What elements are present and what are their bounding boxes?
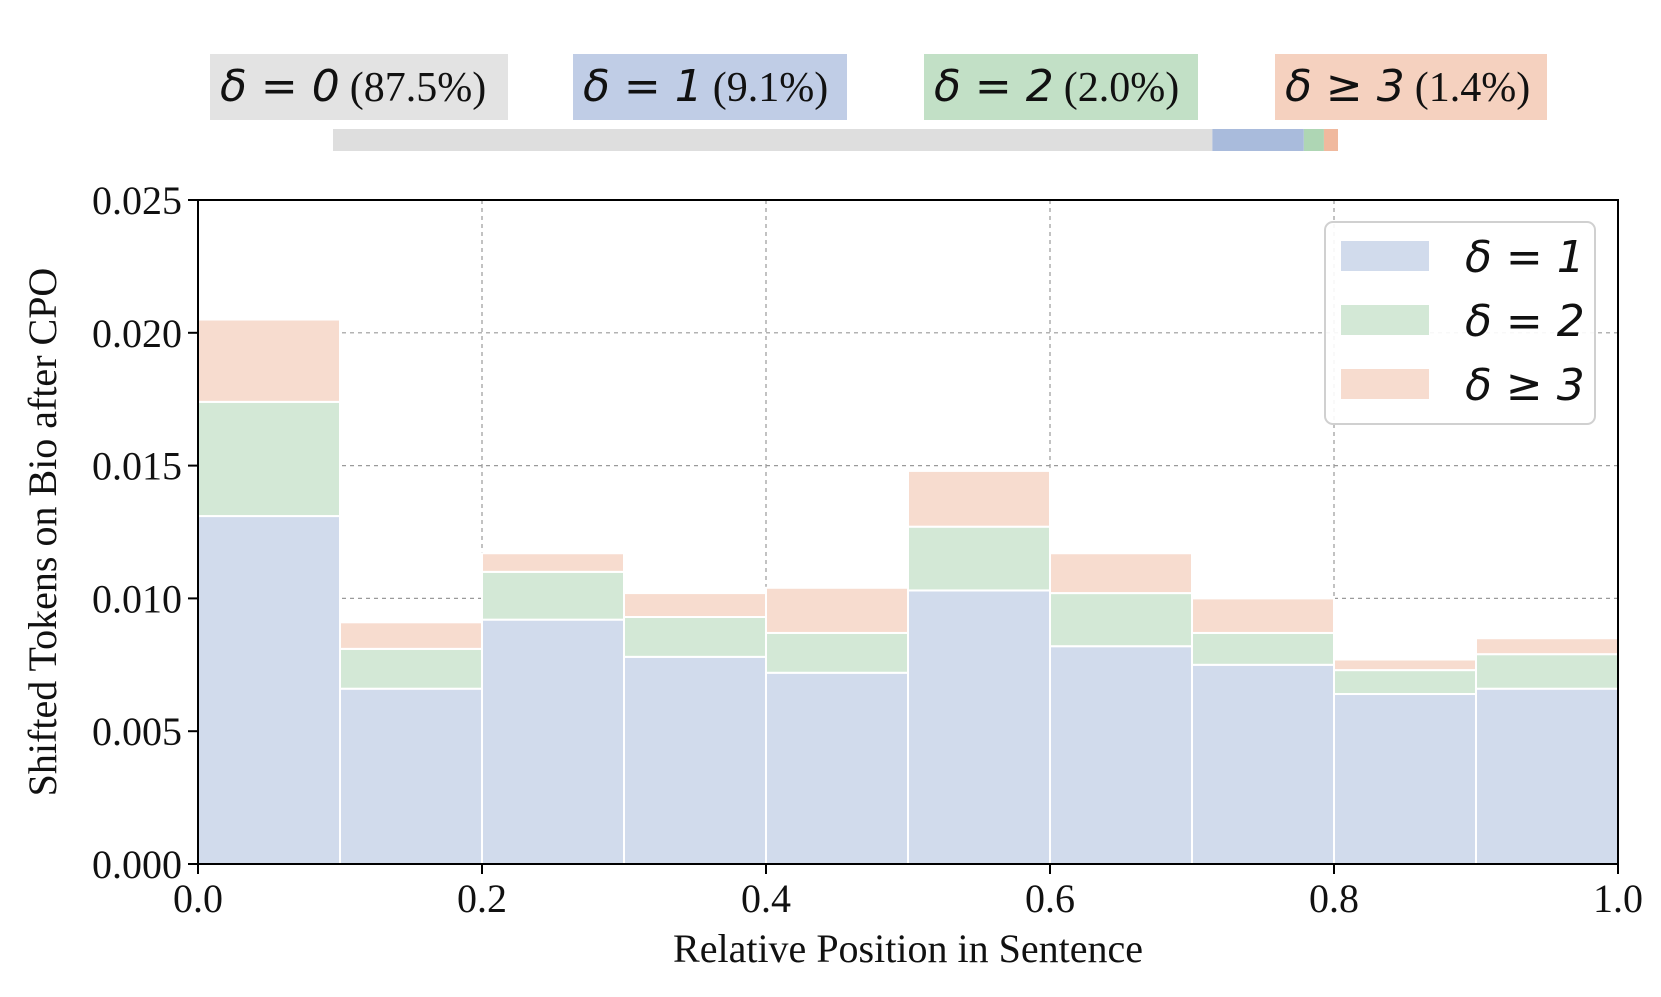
bar-series-3-bin-7: [1049, 552, 1193, 595]
y-tick-label: 0.025: [92, 178, 182, 223]
bar-series-1-bin-8: [1191, 663, 1335, 865]
y-tick-label: 0.015: [92, 444, 182, 489]
bar-series-2-bin-4: [623, 615, 767, 658]
bar-series-3-bin-8: [1191, 597, 1335, 634]
bar-series-2-bin-6: [907, 525, 1051, 592]
bar-series-1-bin-10: [1475, 687, 1619, 865]
bar-series-1-bin-4: [623, 655, 767, 865]
bar-series-1-bin-3: [481, 618, 625, 866]
bar-series-3-bin-1: [197, 318, 341, 403]
bar-series-3-bin-9: [1333, 658, 1477, 672]
bar-series-3-bin-6: [907, 469, 1051, 528]
summary-bar-segment-1: [333, 129, 1213, 151]
x-tick-label: 0.6: [1025, 876, 1075, 921]
x-tick-label: 1.0: [1593, 876, 1643, 921]
x-tick-label: 0.0: [173, 876, 223, 921]
x-tick-label: 0.4: [741, 876, 791, 921]
summary-badge-text-2: δ = 1 (9.1%): [583, 61, 828, 112]
legend-label-3: δ ≥ 3: [1465, 360, 1585, 411]
bar-series-1-bin-5: [765, 671, 909, 865]
y-tick-label: 0.005: [92, 709, 182, 754]
summary-bar-segment-3: [1303, 129, 1324, 151]
y-tick-label: 0.020: [92, 311, 182, 356]
bar-series-2-bin-1: [197, 400, 341, 518]
bar-series-3-bin-4: [623, 592, 767, 618]
legend-swatch-1: [1341, 241, 1429, 271]
bar-series-1-bin-7: [1049, 645, 1193, 866]
x-tick-label: 0.8: [1309, 876, 1359, 921]
summary-badge-3: [924, 54, 1198, 120]
legend-swatch-2: [1341, 305, 1429, 335]
plot-frame: [197, 199, 1619, 865]
bar-series-3-bin-10: [1475, 637, 1619, 656]
summary-badge-text-1: δ = 0 (87.5%): [220, 61, 486, 112]
bar-series-2-bin-8: [1191, 631, 1335, 666]
legend: δ = 1 δ = 2 δ ≥ 3: [1324, 221, 1596, 425]
axis-ticks: 0.0 0.2 0.4 0.6 0.8 1.0 0.000 0.005 0.010 0.015 0.…: [92, 178, 1643, 921]
bar-series-2-bin-2: [339, 647, 483, 690]
bar-series-2-bin-7: [1049, 592, 1193, 648]
summary-bar-segment-2: [1212, 129, 1304, 151]
bar-series-2-bin-10: [1475, 653, 1619, 690]
bar-series-3-bin-5: [765, 586, 909, 634]
bar-series-1-bin-6: [907, 589, 1051, 865]
bar-series-1-bin-9: [1333, 693, 1477, 865]
summary-badge-text-3: δ = 2 (2.0%): [934, 61, 1179, 112]
x-tick-label: 0.2: [457, 876, 507, 921]
summary-proportion-bar: [333, 129, 1338, 151]
summary-bar-segment-4: [1323, 129, 1338, 151]
bar-series-1-bin-2: [339, 687, 483, 865]
y-tick-label: 0.000: [92, 842, 182, 887]
summary-badge-1: [210, 54, 508, 120]
histogram-bars: [197, 318, 1619, 866]
bar-series-2-bin-5: [765, 631, 909, 674]
bar-series-3-bin-3: [481, 552, 625, 573]
bar-series-2-bin-9: [1333, 669, 1477, 696]
summary-badge-4: [1275, 54, 1547, 120]
summary-badge-2: [573, 54, 847, 120]
bar-series-1-bin-1: [197, 515, 341, 866]
bar-series-2-bin-3: [481, 570, 625, 621]
summary-badges: δ = 0 (87.5%) δ = 1 (9.1%) δ = 2 (2.0%) δ ≥ 3(…: [210, 54, 1547, 120]
legend-swatch-3: [1341, 369, 1429, 399]
legend-label-2: δ = 2: [1465, 296, 1585, 347]
legend-label-1: δ = 1: [1465, 232, 1585, 283]
summary-badge-text-4: δ ≥ 3 (1.4%): [1285, 61, 1530, 112]
y-tick-label: 0.010: [92, 576, 182, 621]
x-axis-label: Relative Position in Sentence: [673, 926, 1143, 971]
bar-series-3-bin-2: [339, 621, 483, 650]
y-axis-label: Shifted Tokens on Bio after CPO: [20, 268, 65, 797]
